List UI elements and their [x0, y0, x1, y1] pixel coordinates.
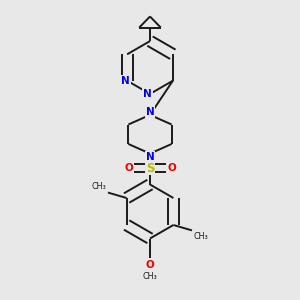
Text: O: O — [124, 163, 133, 173]
Text: S: S — [146, 161, 154, 175]
Text: CH₃: CH₃ — [142, 272, 158, 281]
Text: N: N — [146, 152, 154, 162]
Text: N: N — [143, 89, 152, 99]
Text: N: N — [121, 76, 130, 86]
Text: CH₃: CH₃ — [194, 232, 208, 241]
Text: O: O — [167, 163, 176, 173]
Text: O: O — [146, 260, 154, 271]
Text: N: N — [146, 107, 154, 117]
Text: CH₃: CH₃ — [92, 182, 106, 191]
